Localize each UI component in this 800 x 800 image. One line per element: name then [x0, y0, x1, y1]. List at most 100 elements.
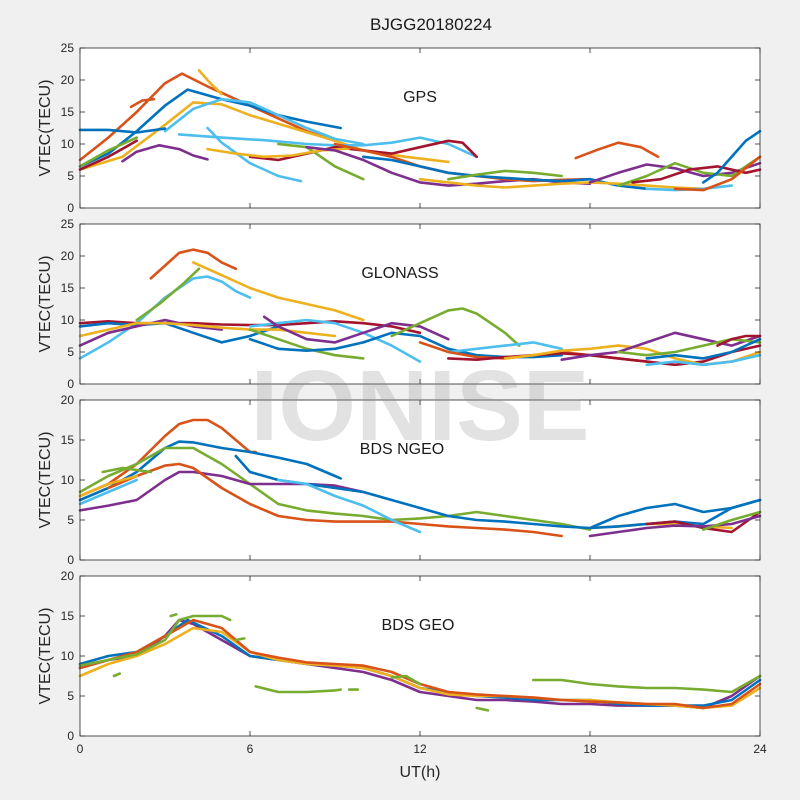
series-line-6 — [78, 474, 138, 498]
x-axis-label: UT(h) — [400, 764, 441, 781]
series-line-5 — [78, 127, 167, 134]
y-axis-label: VTEC(TECU) — [37, 608, 54, 705]
y-tick-label: 0 — [67, 553, 74, 567]
x-tick-label: 6 — [247, 742, 254, 756]
series-line-14 — [276, 142, 365, 181]
panel-1: 0 5 10 15 20 25 VTEC(TECU) GPS — [37, 41, 762, 215]
x-tick-label: 12 — [413, 742, 427, 756]
panel-2: 0 5 10 15 20 25 VTEC(TECU) GLONASS — [37, 217, 762, 391]
series-line-15 — [701, 510, 762, 531]
y-axis-label: VTEC(TECU) — [37, 432, 54, 529]
series-line-4 — [163, 97, 365, 146]
y-tick-label: 10 — [61, 473, 75, 487]
series-line-8 — [121, 144, 209, 163]
series-line-5 — [107, 462, 564, 538]
y-tick-label: 25 — [61, 41, 75, 55]
y-tick-label: 20 — [61, 249, 75, 263]
series-line-9 — [254, 685, 343, 694]
series-line-14 — [446, 341, 564, 354]
plot-area — [80, 48, 760, 208]
series-line-6 — [169, 613, 178, 618]
series-line-7 — [234, 637, 246, 642]
series-line-25 — [701, 129, 762, 184]
series-line-7 — [78, 136, 138, 168]
y-tick-label: 0 — [67, 201, 74, 215]
y-tick-label: 10 — [61, 649, 75, 663]
series-line-2 — [78, 88, 343, 168]
series-line-22 — [716, 334, 762, 347]
series-line-7 — [78, 478, 138, 506]
y-tick-label: 0 — [67, 377, 74, 391]
y-tick-label: 10 — [61, 137, 75, 151]
series-line-1 — [78, 418, 257, 498]
series-line-11 — [475, 706, 490, 712]
watermark: IONISE — [251, 350, 590, 462]
series-line-23 — [616, 155, 762, 187]
panel-label: GLONASS — [361, 265, 438, 282]
y-tick-label: 20 — [61, 73, 75, 87]
series-line-21 — [645, 353, 762, 367]
series-line-10 — [248, 318, 422, 363]
panel-4: 0 5 10 15 20 0 6 12 18 24 VTEC(TECU) BDS GEO — [37, 569, 767, 756]
y-axis-label: VTEC(TECU) — [37, 256, 54, 353]
y-tick-label: 0 — [67, 729, 74, 743]
y-tick-label: 5 — [67, 689, 74, 703]
series-line-13 — [390, 674, 422, 686]
series-line-27 — [673, 155, 762, 192]
panel-label: BDS GEO — [382, 617, 455, 634]
plot-area — [80, 576, 760, 736]
series-line-18 — [560, 331, 762, 362]
series-line-9 — [248, 328, 365, 360]
series-line-18 — [361, 155, 649, 191]
y-tick-label: 20 — [61, 393, 75, 407]
y-tick-label: 15 — [61, 609, 75, 623]
y-tick-label: 25 — [61, 217, 75, 231]
panel-3: 0 5 10 15 20 VTEC(TECU) BDS NGEO — [37, 393, 762, 567]
series-line-1 — [78, 72, 337, 162]
series-line-8 — [112, 672, 121, 678]
series-line-16 — [446, 344, 762, 367]
y-tick-label: 5 — [67, 345, 74, 359]
series-line-19 — [616, 337, 762, 357]
y-tick-label: 20 — [61, 569, 75, 583]
series-line-24 — [631, 165, 762, 184]
series-line-12 — [531, 674, 762, 694]
series-line-6 — [78, 321, 280, 344]
y-tick-label: 15 — [61, 105, 75, 119]
series-line-13 — [390, 307, 521, 347]
x-tick-label: 24 — [753, 742, 767, 756]
series-line-22 — [588, 161, 762, 184]
series-line-21 — [574, 141, 660, 160]
series-line-20 — [418, 177, 705, 191]
series-line-3 — [78, 275, 252, 360]
panel-label: BDS NGEO — [360, 441, 444, 458]
series-line-20 — [645, 337, 762, 360]
y-tick-label: 5 — [67, 169, 74, 183]
series-line-10 — [197, 69, 223, 96]
x-tick-label: 0 — [77, 742, 84, 756]
series-line-2 — [78, 440, 343, 502]
series-line-9 — [129, 97, 155, 109]
y-tick-label: 15 — [61, 433, 75, 447]
plot-area — [80, 400, 760, 560]
y-tick-label: 15 — [61, 281, 75, 295]
series-line-10 — [276, 478, 422, 534]
series-line-3 — [78, 446, 592, 531]
series-line-4 — [135, 267, 201, 322]
y-tick-label: 5 — [67, 513, 74, 527]
series-line-1 — [149, 248, 238, 280]
series-line-2 — [192, 261, 365, 322]
series-line-12 — [177, 133, 479, 159]
series-line-19 — [446, 169, 564, 181]
series-line-8 — [78, 321, 337, 338]
x-tick-label: 18 — [583, 742, 597, 756]
series-line-14 — [588, 514, 762, 538]
panels: 0 5 10 15 20 25 VTEC(TECU) GPS 0 5 10 15 20 25 VTEC(TE… — [37, 41, 767, 756]
series-line-13 — [645, 510, 762, 534]
y-axis-label: VTEC(TECU) — [37, 80, 54, 177]
series-line-6 — [78, 139, 138, 171]
figure-title: BJGG20180224 — [370, 15, 492, 34]
panel-label: GPS — [403, 89, 437, 106]
